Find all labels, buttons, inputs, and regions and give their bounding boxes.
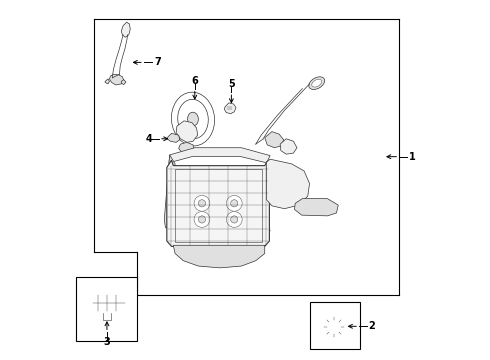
Ellipse shape	[309, 77, 325, 90]
Text: 4: 4	[146, 134, 152, 144]
Text: 3: 3	[103, 337, 110, 347]
Ellipse shape	[188, 112, 198, 126]
Ellipse shape	[312, 79, 321, 87]
Text: 6: 6	[192, 76, 198, 86]
Circle shape	[198, 216, 205, 223]
Polygon shape	[171, 225, 270, 238]
Polygon shape	[167, 134, 180, 142]
Polygon shape	[122, 22, 130, 37]
Text: 2: 2	[368, 321, 375, 331]
Ellipse shape	[178, 99, 208, 139]
Polygon shape	[169, 148, 270, 163]
Polygon shape	[224, 103, 236, 114]
Polygon shape	[176, 121, 197, 142]
Polygon shape	[122, 80, 126, 85]
Circle shape	[327, 320, 341, 333]
Polygon shape	[294, 199, 338, 216]
Polygon shape	[173, 245, 265, 268]
Circle shape	[231, 216, 238, 223]
Circle shape	[331, 324, 337, 330]
Circle shape	[226, 212, 242, 227]
Polygon shape	[267, 159, 310, 209]
Ellipse shape	[172, 92, 215, 146]
Polygon shape	[179, 142, 194, 154]
Bar	[76, 277, 137, 341]
Text: 7: 7	[155, 57, 161, 67]
Polygon shape	[167, 160, 270, 246]
Circle shape	[323, 316, 344, 338]
Circle shape	[226, 195, 242, 211]
Circle shape	[231, 200, 238, 207]
Bar	[310, 302, 360, 348]
Polygon shape	[280, 139, 297, 154]
Circle shape	[194, 195, 210, 211]
Circle shape	[194, 212, 210, 227]
Polygon shape	[164, 155, 175, 230]
Text: 5: 5	[228, 79, 235, 89]
Polygon shape	[109, 74, 124, 85]
Polygon shape	[105, 79, 109, 84]
Polygon shape	[265, 132, 284, 148]
Text: 1: 1	[409, 152, 416, 162]
Circle shape	[198, 200, 205, 207]
Polygon shape	[89, 292, 131, 314]
